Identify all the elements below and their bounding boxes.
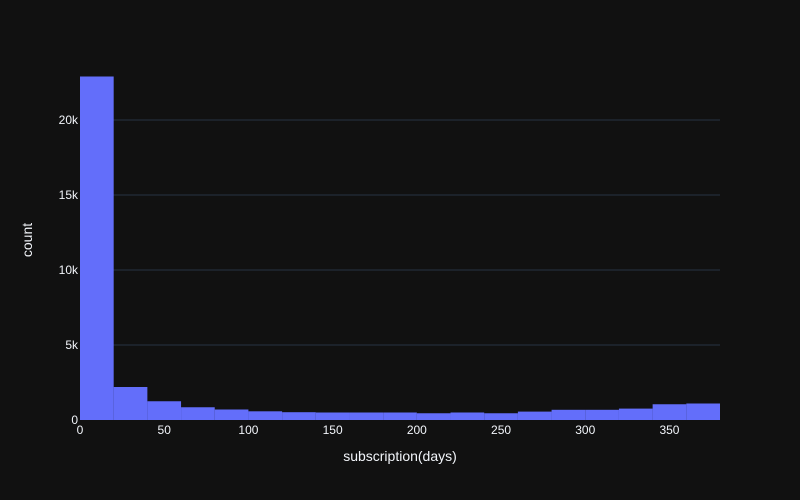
histogram-bar[interactable]	[248, 411, 283, 420]
histogram-bar[interactable]	[618, 408, 653, 420]
histogram-bar[interactable]	[585, 409, 619, 420]
x-tick-labels: 0 50 100 150 200 250 300 350	[77, 423, 680, 437]
histogram-bar[interactable]	[181, 407, 215, 420]
y-tick-label: 15k	[59, 188, 79, 202]
x-tick-label: 150	[323, 423, 343, 437]
bars	[80, 76, 720, 421]
histogram-bar[interactable]	[517, 411, 552, 420]
grid-lines	[80, 119, 720, 346]
histogram-bar[interactable]	[686, 403, 720, 421]
x-tick-label: 50	[158, 423, 172, 437]
histogram-bar[interactable]	[383, 412, 417, 421]
x-tick-label: 250	[491, 423, 511, 437]
x-tick-label: 200	[407, 423, 427, 437]
histogram-bar[interactable]	[113, 387, 148, 420]
y-tick-label: 10k	[59, 263, 79, 277]
x-tick-label: 100	[238, 423, 258, 437]
histogram-bar[interactable]	[315, 412, 350, 421]
histogram-bar[interactable]	[416, 413, 451, 420]
histogram-bar[interactable]	[80, 76, 114, 421]
x-tick-label: 350	[659, 423, 679, 437]
x-axis-title: subscription(days)	[343, 448, 457, 464]
histogram-bar[interactable]	[147, 401, 182, 420]
y-tick-label: 5k	[65, 338, 79, 352]
x-tick-label: 300	[575, 423, 595, 437]
y-tick-label: 20k	[59, 113, 79, 127]
histogram-bar[interactable]	[551, 409, 586, 420]
y-axis-title: count	[19, 223, 35, 257]
histogram-bar[interactable]	[450, 412, 485, 421]
x-tick-label: 0	[77, 423, 84, 437]
histogram-bar[interactable]	[349, 412, 384, 421]
histogram-bar[interactable]	[484, 413, 518, 420]
histogram-bar[interactable]	[652, 404, 687, 420]
histogram-bar[interactable]	[282, 412, 316, 420]
y-tick-label: 0	[71, 413, 78, 427]
y-tick-labels: 0 5k 10k 15k 20k	[59, 113, 79, 427]
histogram-bar[interactable]	[214, 409, 249, 421]
